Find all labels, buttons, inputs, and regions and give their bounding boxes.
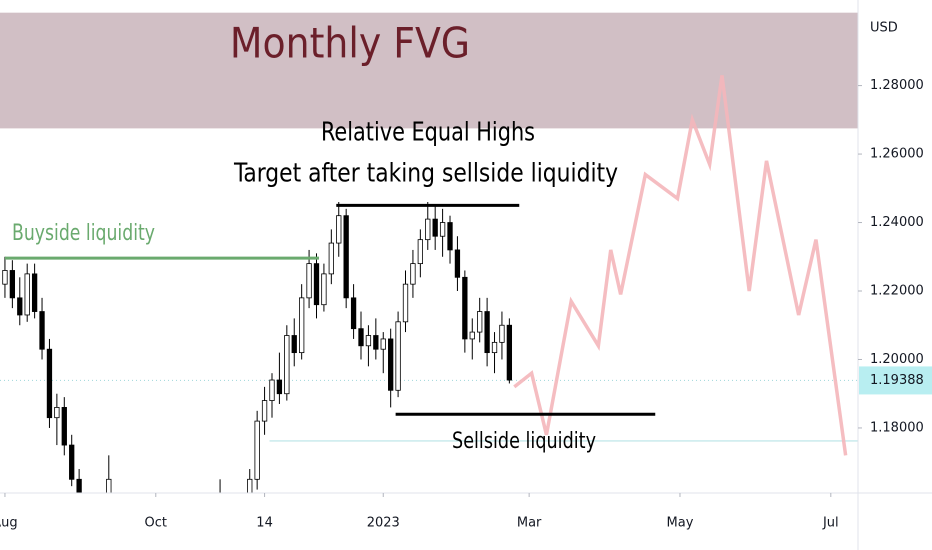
projection-line xyxy=(513,75,848,456)
candle-body xyxy=(313,263,320,306)
candle-body xyxy=(417,239,423,265)
candle-body xyxy=(439,222,446,237)
candle-body xyxy=(477,311,483,333)
candle-body xyxy=(491,341,498,354)
candle-body xyxy=(69,444,75,480)
y-tick-label: 1.18000 xyxy=(870,420,924,435)
candle-body xyxy=(54,407,60,419)
x-tick-label: 2023 xyxy=(367,516,400,531)
level-sublabel: Target after taking sellside liquidity xyxy=(233,159,618,189)
candle-body xyxy=(350,297,357,330)
x-tick-label: May xyxy=(667,516,694,531)
y-tick-label: 1.26000 xyxy=(870,147,924,162)
y-tick-label: 1.22000 xyxy=(870,284,924,299)
candle-body xyxy=(336,215,342,244)
candle-body xyxy=(484,311,490,354)
candle-body xyxy=(76,478,82,493)
plot-area xyxy=(0,12,858,503)
candle-body xyxy=(328,242,334,275)
candle-body xyxy=(9,270,16,299)
last-price-box xyxy=(859,366,932,395)
level-label: Sellside liquidity xyxy=(452,429,596,454)
candle-body xyxy=(373,335,379,350)
level-label: Relative Equal Highs xyxy=(321,118,535,148)
candle-body xyxy=(343,215,349,299)
candle-body xyxy=(31,273,38,312)
candle-body xyxy=(306,263,312,299)
candle-body xyxy=(380,338,386,350)
x-tick-label: Jul xyxy=(822,516,839,531)
candle-body xyxy=(24,273,30,316)
candle-body xyxy=(388,338,394,391)
candle-body xyxy=(506,324,513,381)
candle-body xyxy=(276,379,283,395)
candle-body xyxy=(291,335,297,354)
fvg-zone xyxy=(0,12,858,129)
candle-body xyxy=(46,348,53,419)
y-tick-label: 1.28000 xyxy=(870,78,924,93)
candle-body xyxy=(261,400,268,422)
candle-body xyxy=(410,263,416,285)
x-tick-label: Oct xyxy=(145,516,167,531)
candle-body xyxy=(284,335,290,395)
fvg-label: Monthly FVG xyxy=(230,19,470,68)
candle-body xyxy=(395,321,401,391)
candle-body xyxy=(247,478,253,493)
x-tick-label: 14 xyxy=(256,516,273,531)
candle-body xyxy=(321,273,327,306)
candle-body xyxy=(365,335,372,347)
last-price-label: 1.19388 xyxy=(870,373,924,388)
candle-body xyxy=(269,379,275,401)
candle-body xyxy=(499,324,505,343)
candle-body xyxy=(61,407,67,446)
candle-body xyxy=(299,297,305,354)
candle-body xyxy=(425,218,431,241)
candle-body xyxy=(254,420,260,480)
level-label: Buyside liquidity xyxy=(12,221,155,246)
x-tick-label: Mar xyxy=(517,516,542,531)
candle-body xyxy=(432,218,438,237)
candle-body xyxy=(358,328,364,347)
candle-body xyxy=(218,496,223,503)
candle-body xyxy=(402,283,409,323)
candle-body xyxy=(454,249,461,278)
candle-body xyxy=(469,331,475,340)
candle-body xyxy=(2,270,8,285)
candle-body xyxy=(106,478,112,493)
candle-body xyxy=(17,297,23,316)
currency-label: USD xyxy=(870,21,898,36)
candle-body xyxy=(462,276,468,340)
candle-body xyxy=(39,311,45,350)
y-tick-label: 1.20000 xyxy=(870,352,924,367)
candle-body xyxy=(447,222,453,251)
y-tick-label: 1.24000 xyxy=(870,215,924,230)
x-tick-label: Aug xyxy=(0,516,18,531)
